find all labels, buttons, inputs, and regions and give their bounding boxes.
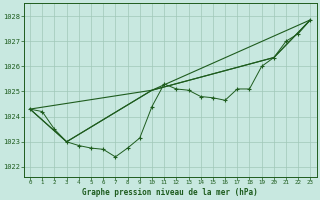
X-axis label: Graphe pression niveau de la mer (hPa): Graphe pression niveau de la mer (hPa) bbox=[82, 188, 258, 197]
